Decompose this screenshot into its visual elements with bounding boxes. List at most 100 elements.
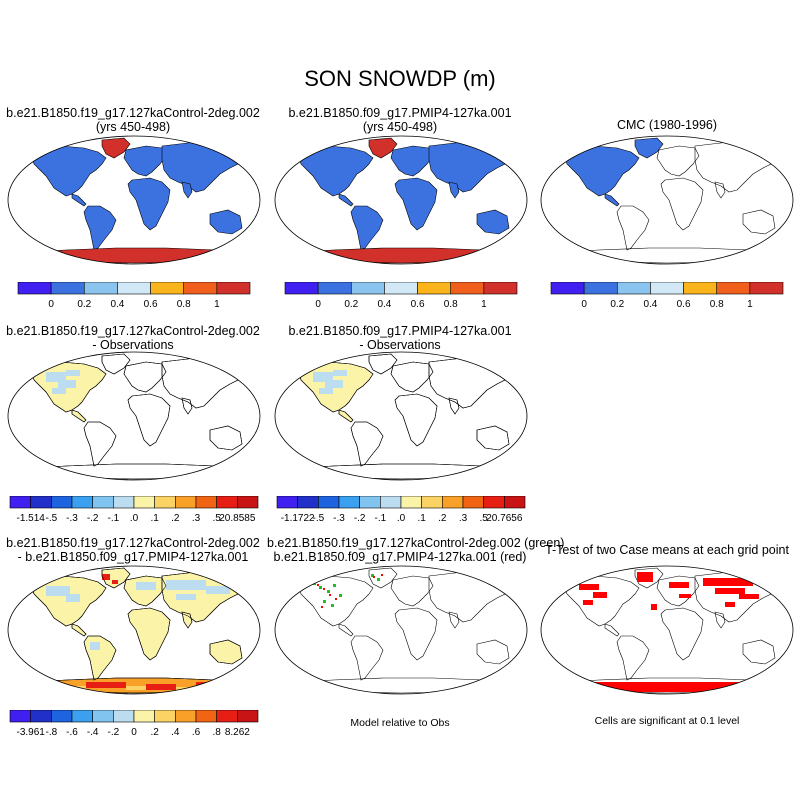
panel-4-title-line-2: - Observations xyxy=(92,338,174,352)
map-content-p6 xyxy=(8,566,260,694)
colorbar-label: 0.2 xyxy=(344,299,358,310)
colorbar-label: -3.961 xyxy=(16,727,45,738)
colorbar-label: 0 xyxy=(581,299,587,310)
panel-2-title-line-2: (yrs 450-498) xyxy=(362,120,438,134)
colorbar-label: -.1 xyxy=(107,513,119,524)
map-panel-3 xyxy=(540,135,794,265)
colorbar-label: -1.514 xyxy=(16,513,45,524)
colorbar-swatch xyxy=(716,282,751,295)
landmass-na xyxy=(564,145,640,197)
colorbar-6: -3.961 -.8 -.6 -.4 -.2 0 .2 .4 .6 .8 8.262 xyxy=(9,710,259,738)
colorbar-swatch xyxy=(683,282,718,295)
colorbar-label: -.4 xyxy=(87,727,99,738)
colorbar-label: -.5 xyxy=(312,513,324,524)
map-content-p4 xyxy=(8,352,260,480)
landmass-au xyxy=(476,639,510,665)
colorbar-swatch xyxy=(17,282,52,295)
landmass-gl xyxy=(368,567,398,589)
colorbar-label: .2 xyxy=(150,727,159,738)
colorbar-swatch xyxy=(421,496,443,509)
landmass-sa xyxy=(616,635,650,681)
landmass-af xyxy=(127,177,171,231)
colorbar-swatch xyxy=(400,496,422,509)
landmass-af xyxy=(660,177,704,231)
landmass-sa xyxy=(83,205,117,251)
map-content-p1 xyxy=(8,136,260,264)
colorbar-swatch xyxy=(297,496,319,509)
landmass-na xyxy=(564,575,640,627)
colorbar-swatch xyxy=(450,282,485,295)
colorbar-swatch xyxy=(384,282,418,295)
map-panel-1 xyxy=(7,135,261,265)
landmass-af xyxy=(660,607,704,661)
map-panel-6 xyxy=(7,565,261,695)
map-panel-5 xyxy=(274,351,528,481)
landmass-eu xyxy=(656,575,700,607)
colorbar-label: 0 xyxy=(131,727,137,738)
panel-3-title-line-1: CMC (1980-1996) xyxy=(616,118,718,132)
colorbar-swatch xyxy=(504,496,526,509)
colorbar-swatch xyxy=(237,710,259,723)
landmass-na xyxy=(31,145,107,197)
colorbar-swatch xyxy=(417,282,452,295)
colorbar-swatch xyxy=(483,282,518,295)
colorbar-label: 0 xyxy=(315,299,321,310)
colorbar-swatch xyxy=(350,282,385,295)
colorbar-label: .2 xyxy=(438,513,447,524)
colorbar-5: -1.1722-.5 -.3 -.2 -.1 .0 .1 .2 .3 .520.7656 xyxy=(276,496,526,524)
landmass-au xyxy=(476,209,510,235)
colorbar-label: 0.8 xyxy=(444,299,458,310)
landmass-gl xyxy=(368,137,398,159)
colorbar-swatch xyxy=(154,496,176,509)
landmass-eu xyxy=(390,145,434,177)
colorbar-label: 0.6 xyxy=(144,299,158,310)
landmass-ind xyxy=(448,611,460,629)
colorbar-label: .2 xyxy=(171,513,180,524)
colorbar-label: -.3 xyxy=(66,513,78,524)
colorbar-swatch xyxy=(113,710,135,723)
colorbar-swatch xyxy=(650,282,684,295)
colorbar-swatch xyxy=(71,710,93,723)
map-content-p3 xyxy=(541,136,793,264)
colorbar-label: -.2 xyxy=(107,727,119,738)
colorbar-label: 0.4 xyxy=(110,299,124,310)
colorbar-4: -1.514 -.5 -.3 -.2 -.1 .0 .1 .2 .3 .520.8585 xyxy=(9,496,259,524)
colorbar-swatch xyxy=(183,282,218,295)
colorbar-label: -.5 xyxy=(45,513,57,524)
map-panel-7 xyxy=(274,565,528,695)
colorbar-label: 0.6 xyxy=(411,299,425,310)
colorbar-label: 20.8585 xyxy=(219,513,256,524)
colorbar-label: 0 xyxy=(48,299,54,310)
colorbar-swatch xyxy=(338,496,360,509)
colorbar-swatch xyxy=(150,282,185,295)
landmass-sa xyxy=(350,635,384,681)
colorbar-swatch xyxy=(550,282,585,295)
colorbar-swatch xyxy=(71,496,93,509)
panel-7-title-line-1: b.e21.B1850.f19_g17.127kaControl-2deg.00… xyxy=(267,536,565,550)
colorbar-label: 0.2 xyxy=(610,299,624,310)
colorbar-label: .8 xyxy=(212,727,221,738)
colorbar-swatch xyxy=(318,496,340,509)
colorbar-label: 0.2 xyxy=(77,299,91,310)
colorbar-2: 0 0.2 0.4 0.6 0.8 1 xyxy=(284,282,518,310)
landmass-ind xyxy=(714,611,726,629)
panel-7-title-line-2: b.e21.B1850.f09_g17.PMIP4-127ka.001 (red… xyxy=(273,550,527,564)
colorbar-swatch xyxy=(92,710,114,723)
landmass-sa xyxy=(350,205,384,251)
colorbar-label: .1 xyxy=(417,513,426,524)
panel-8-title: T-Test of two Case means at each grid po… xyxy=(534,543,800,557)
colorbar-label: 1 xyxy=(747,299,753,310)
colorbar-swatch xyxy=(442,496,464,509)
colorbar-swatch xyxy=(133,710,155,723)
colorbar-label: 20.7656 xyxy=(486,513,523,524)
colorbar-label: -.8 xyxy=(45,727,57,738)
landmass-eu xyxy=(656,145,700,177)
colorbar-swatch xyxy=(216,282,251,295)
panel-4-title-line-1: b.e21.B1850.f19_g17.127kaControl-2deg.00… xyxy=(6,324,260,338)
colorbar-label: -.6 xyxy=(66,727,78,738)
figure-title: SON SNOWDP (m) xyxy=(304,66,496,91)
colorbar-swatch xyxy=(237,496,259,509)
landmass-na xyxy=(298,145,374,197)
colorbar-label: -.1 xyxy=(374,513,386,524)
panel-5-title-line-1: b.e21.B1850.f09_g17.PMIP4-127ka.001 xyxy=(288,324,512,338)
